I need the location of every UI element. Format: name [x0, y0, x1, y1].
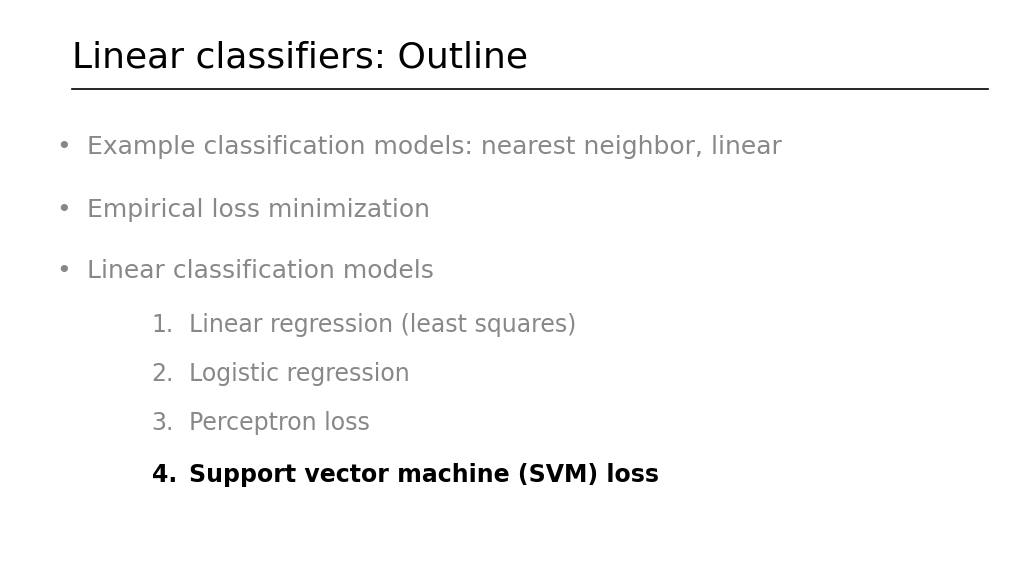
Text: Perceptron loss: Perceptron loss	[189, 411, 371, 435]
Text: Logistic regression: Logistic regression	[189, 362, 411, 386]
Text: 1.: 1.	[152, 313, 174, 338]
Text: •: •	[56, 135, 71, 159]
Text: •: •	[56, 198, 71, 222]
Text: Linear classifiers: Outline: Linear classifiers: Outline	[72, 40, 527, 74]
Text: Linear regression (least squares): Linear regression (least squares)	[189, 313, 577, 338]
Text: •: •	[56, 259, 71, 283]
Text: 3.: 3.	[152, 411, 174, 435]
Text: 2.: 2.	[152, 362, 174, 386]
Text: Linear classification models: Linear classification models	[87, 259, 434, 283]
Text: Support vector machine (SVM) loss: Support vector machine (SVM) loss	[189, 463, 659, 487]
Text: Empirical loss minimization: Empirical loss minimization	[87, 198, 430, 222]
Text: Example classification models: nearest neighbor, linear: Example classification models: nearest n…	[87, 135, 782, 159]
Text: 4.: 4.	[152, 463, 177, 487]
